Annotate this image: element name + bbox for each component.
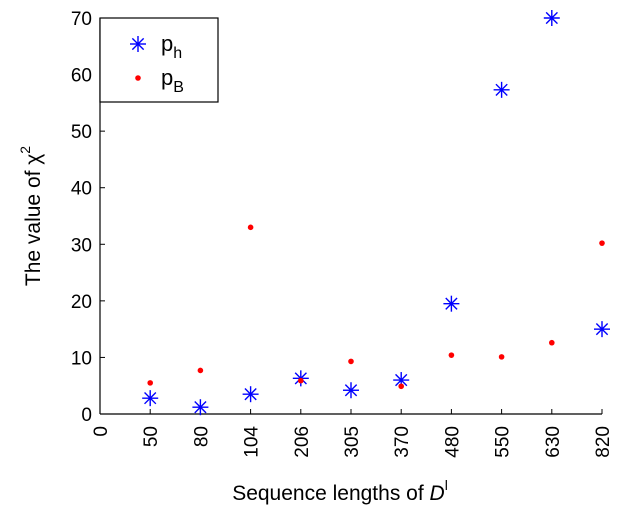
y-axis-label-superscript: 2 — [17, 146, 33, 154]
y-tick-label: 10 — [71, 348, 92, 369]
y-tick-label: 0 — [81, 405, 92, 426]
legend: ph pB — [99, 17, 219, 103]
x-axis-label: Sequence lengths of Dl — [232, 477, 448, 505]
point-b-305 — [348, 358, 354, 365]
x-tick-label: 305 — [342, 426, 363, 458]
point-b-206 — [298, 377, 304, 384]
y-ticks: 0 10 20 30 40 50 60 70 — [71, 9, 105, 426]
legend-label-pb-sub: B — [173, 79, 184, 96]
point-h-50 — [142, 390, 159, 407]
x-tick-label: 50 — [141, 426, 162, 447]
y-tick-label: 50 — [71, 122, 92, 143]
point-h-305 — [343, 382, 359, 399]
legend-label-ph: ph — [161, 31, 182, 62]
x-axis-label-variable: D — [430, 482, 445, 505]
legend-box — [99, 17, 219, 103]
point-h-80 — [192, 399, 209, 416]
x-ticks: 0 50 80 104 206 305 370 480 550 630 820 — [91, 409, 614, 458]
point-b-80 — [197, 367, 204, 374]
y-tick-label: 30 — [71, 235, 92, 256]
x-tick-label: 104 — [242, 426, 263, 458]
legend-label-ph-sub: h — [173, 45, 182, 62]
x-tick-label: 820 — [593, 426, 614, 458]
point-h-104 — [242, 386, 259, 403]
legend-label-pb-main: p — [161, 65, 173, 90]
point-h-820 — [594, 321, 610, 338]
legend-label-pb: pB — [161, 65, 184, 96]
data-points — [142, 10, 610, 416]
x-axis-label-text: Sequence lengths of — [232, 482, 429, 505]
legend-asterisk-icon — [130, 36, 146, 52]
legend-dot-icon — [135, 75, 141, 81]
point-b-820 — [599, 240, 605, 246]
x-tick-label: 550 — [493, 426, 514, 458]
point-b-50 — [147, 380, 153, 386]
x-tick-label: 480 — [442, 426, 463, 458]
y-tick-label: 60 — [71, 66, 92, 87]
x-tick-label: 630 — [543, 426, 564, 458]
point-h-550 — [493, 81, 510, 98]
x-tick-label: 80 — [191, 426, 212, 447]
y-tick-label: 20 — [71, 292, 92, 313]
x-tick-label: 206 — [292, 426, 313, 458]
point-h-480 — [443, 295, 460, 312]
y-tick-label: 40 — [71, 179, 92, 200]
point-b-104 — [247, 224, 254, 231]
point-b-630 — [549, 339, 555, 346]
y-axis-label-text: The value of χ — [22, 154, 45, 286]
legend-label-ph-main: p — [161, 31, 173, 56]
point-b-480 — [448, 352, 455, 358]
y-tick-label: 70 — [71, 9, 92, 30]
x-tick-label: 0 — [91, 426, 112, 437]
y-axis-label: The value of χ2 — [17, 146, 45, 286]
legend-marker-pb — [135, 75, 141, 81]
legend-marker-ph — [130, 36, 146, 52]
x-tick-label: 370 — [392, 426, 413, 458]
x-axis-label-superscript: l — [445, 477, 448, 493]
point-h-630 — [543, 10, 560, 26]
point-b-550 — [498, 354, 505, 360]
point-b-370 — [398, 383, 405, 390]
